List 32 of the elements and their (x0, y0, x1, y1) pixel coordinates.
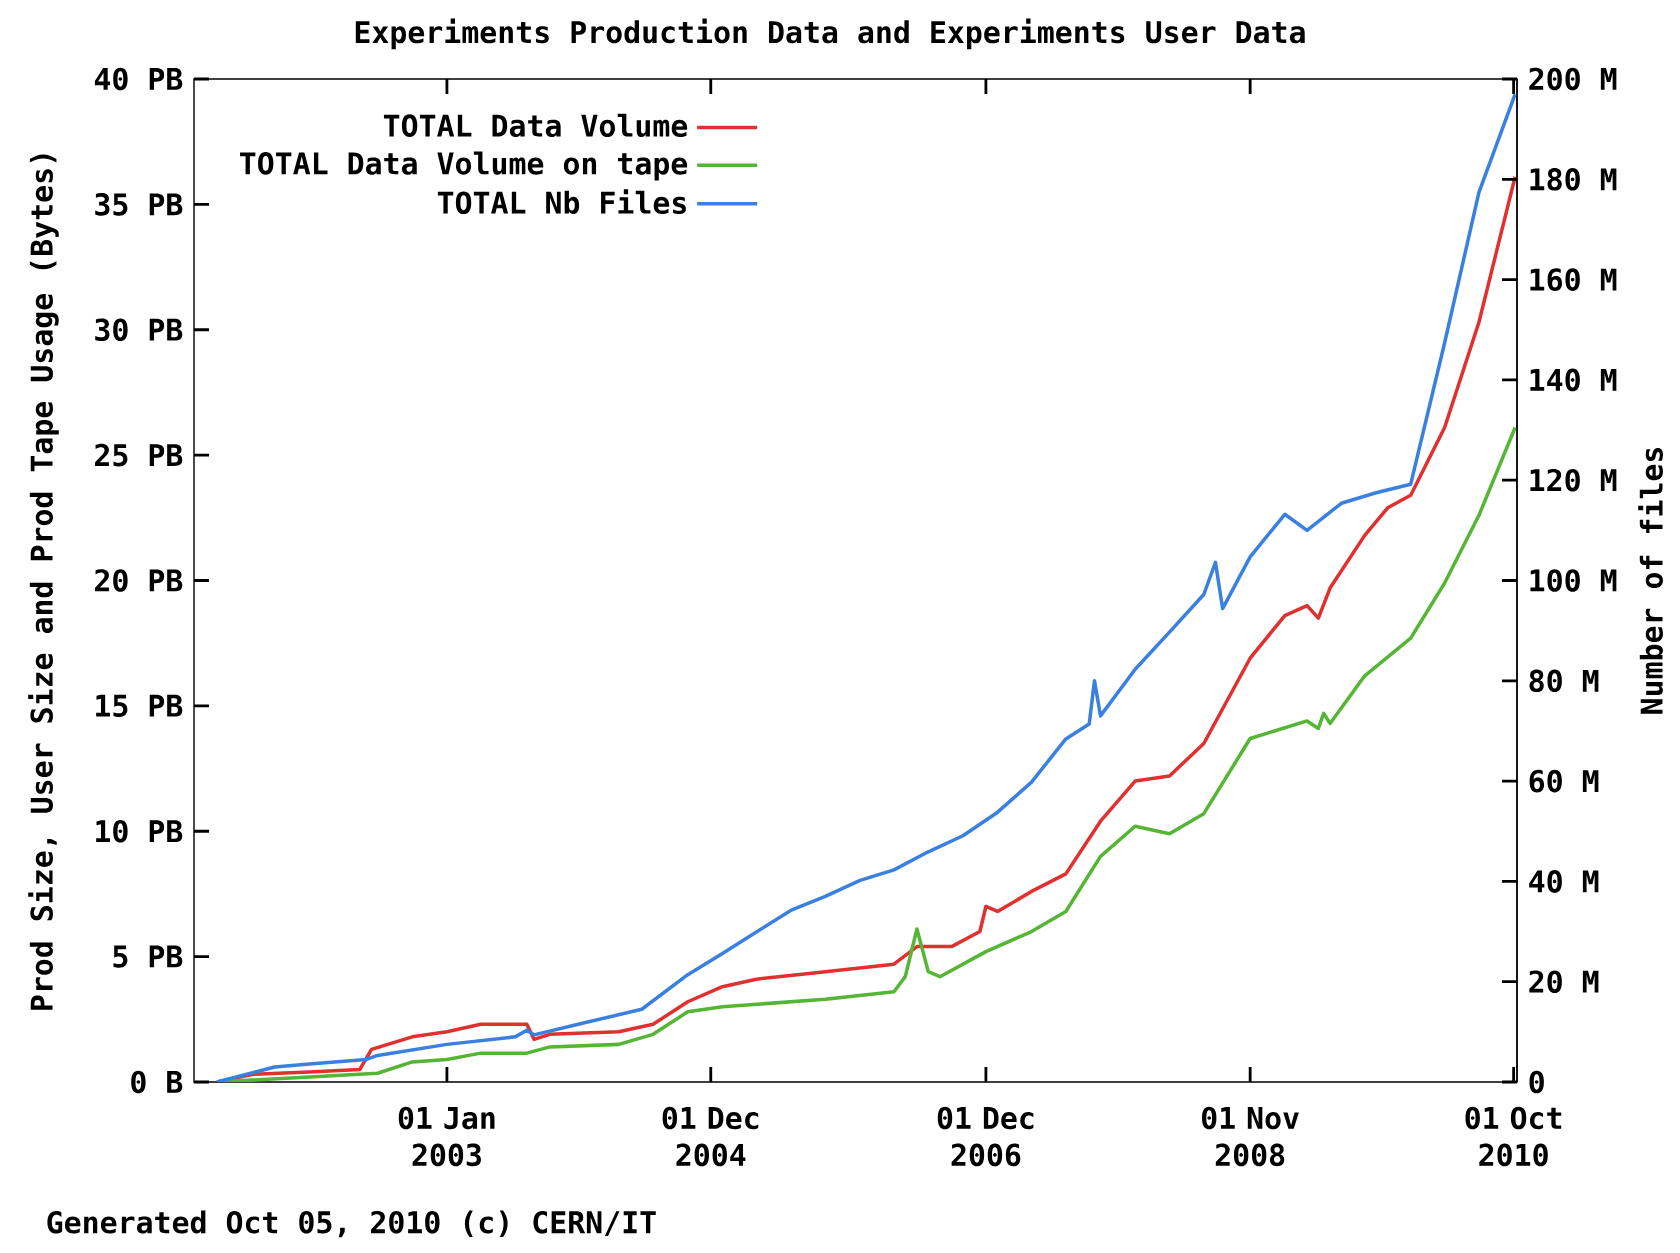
legend-label: TOTAL Data Volume (383, 113, 688, 137)
x-tick-label: 01 Jan 2003 (398, 1106, 495, 1167)
y2-axis-title: Number of files (1638, 448, 1663, 714)
legend-label: TOTAL Data Volume on tape (240, 151, 688, 181)
y-tick-label: 10 PB (96, 819, 183, 843)
y-tick-label: 5 PB (113, 945, 183, 968)
y-tick-label: 25 PB (95, 443, 183, 467)
y2-tick-label: 40 M (1529, 870, 1599, 893)
y2-tick-label: 80 M (1529, 669, 1599, 693)
chart-title: Experiments Production Data and Experiments User Data (355, 18, 1305, 50)
y2-tick-label: 20 M (1529, 970, 1599, 993)
y2-tick-label: 60 M (1529, 769, 1599, 793)
y-tick-label: 30 PB (95, 318, 183, 342)
y2-tick-label: 140 M (1530, 368, 1617, 392)
x-tick-label: 01 Dec 2006 (937, 1106, 1034, 1167)
x-tick-label: 01 Oct 2010 (1465, 1106, 1562, 1167)
y2-tick-label: 160 M (1530, 268, 1617, 291)
y2-tick-label: 0 (1529, 1070, 1544, 1094)
y2-tick-label: 100 M (1530, 569, 1617, 592)
y2-tick-label: 120 M (1530, 468, 1617, 492)
y-tick-label: 0 B (131, 1070, 183, 1094)
y-tick-label: 35 PB (95, 193, 183, 216)
x-tick-label: 01 Dec 2004 (662, 1106, 759, 1167)
legend-label: TOTAL Nb Files (437, 189, 686, 214)
text: Generated Oct 05, 2010 (c) CERN/IT (47, 1210, 656, 1238)
y-tick-label: 15 PB (96, 694, 183, 717)
y2-tick-label: 180 M (1530, 168, 1617, 191)
x-tick-label: 01 Nov 2008 (1202, 1106, 1299, 1167)
y-axis-title: Prod Size, User Size and Prod Tape Usage (Bytes) (28, 154, 59, 1010)
y2-tick-label: 200 M (1529, 67, 1617, 91)
y-tick-label: 20 PB (95, 569, 183, 592)
y-tick-label: 40 PB (94, 67, 183, 91)
